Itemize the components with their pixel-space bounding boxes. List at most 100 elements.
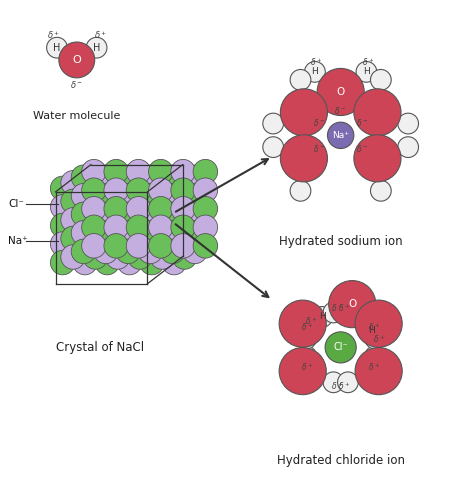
Circle shape	[173, 189, 197, 214]
Circle shape	[126, 159, 151, 184]
Text: Cl⁻: Cl⁻	[333, 342, 348, 352]
Circle shape	[371, 180, 391, 201]
Circle shape	[61, 207, 85, 232]
Circle shape	[116, 184, 140, 208]
Circle shape	[148, 215, 173, 239]
Circle shape	[83, 189, 108, 214]
Circle shape	[82, 234, 106, 258]
Circle shape	[328, 281, 376, 328]
Circle shape	[148, 234, 173, 258]
Circle shape	[171, 234, 195, 258]
Circle shape	[86, 37, 107, 58]
Circle shape	[126, 196, 151, 221]
Circle shape	[105, 245, 130, 269]
Circle shape	[193, 215, 218, 239]
Circle shape	[128, 171, 152, 195]
Text: H: H	[363, 67, 370, 76]
Circle shape	[162, 176, 186, 201]
Circle shape	[126, 215, 151, 239]
Circle shape	[279, 348, 326, 395]
Circle shape	[117, 176, 142, 201]
Circle shape	[354, 89, 401, 136]
Circle shape	[71, 221, 96, 245]
Circle shape	[171, 196, 195, 221]
Circle shape	[193, 196, 218, 221]
Circle shape	[73, 250, 97, 275]
Circle shape	[50, 250, 75, 275]
Circle shape	[182, 184, 207, 208]
Circle shape	[117, 250, 142, 275]
Text: Cl⁻: Cl⁻	[9, 199, 24, 209]
Circle shape	[323, 372, 344, 392]
Circle shape	[182, 239, 207, 264]
Circle shape	[160, 239, 185, 264]
Circle shape	[160, 165, 185, 189]
Text: O: O	[348, 299, 356, 309]
Text: Na⁺: Na⁺	[332, 131, 349, 140]
Circle shape	[61, 245, 85, 269]
Circle shape	[104, 159, 128, 184]
Circle shape	[193, 159, 218, 184]
Circle shape	[173, 226, 197, 250]
Text: $\delta^-$: $\delta^-$	[313, 117, 326, 128]
Circle shape	[105, 207, 130, 232]
Circle shape	[150, 189, 174, 214]
Circle shape	[150, 207, 174, 232]
Text: $\delta^+$: $\delta^+$	[310, 56, 322, 68]
Circle shape	[138, 184, 163, 208]
Text: Crystal of NaCl: Crystal of NaCl	[56, 341, 145, 354]
Circle shape	[398, 137, 419, 157]
Circle shape	[138, 239, 163, 264]
Text: $\delta^+$: $\delta^+$	[368, 321, 380, 333]
Text: $\delta^+$: $\delta^+$	[338, 303, 350, 315]
Circle shape	[139, 176, 164, 201]
Circle shape	[305, 62, 325, 82]
Circle shape	[73, 176, 97, 201]
Circle shape	[355, 300, 402, 347]
Circle shape	[280, 135, 328, 182]
Circle shape	[82, 215, 106, 239]
Text: Water molecule: Water molecule	[33, 111, 120, 121]
Circle shape	[93, 239, 118, 264]
Circle shape	[139, 213, 164, 238]
Text: $\delta^+$: $\delta^+$	[368, 362, 380, 373]
Circle shape	[280, 89, 328, 136]
Circle shape	[263, 137, 283, 157]
Text: $\delta^+$: $\delta^+$	[94, 29, 107, 41]
Circle shape	[182, 202, 207, 227]
Circle shape	[171, 159, 195, 184]
Circle shape	[290, 180, 311, 201]
Circle shape	[148, 159, 173, 184]
Circle shape	[126, 234, 151, 258]
Circle shape	[95, 176, 119, 201]
Circle shape	[312, 306, 333, 327]
Circle shape	[83, 171, 108, 195]
Circle shape	[365, 328, 385, 349]
Circle shape	[105, 189, 130, 214]
Circle shape	[105, 171, 130, 195]
Circle shape	[116, 165, 140, 189]
Circle shape	[50, 195, 75, 219]
Circle shape	[50, 232, 75, 256]
Circle shape	[139, 250, 164, 275]
Text: $\delta^+$: $\delta^+$	[331, 380, 343, 392]
Text: $\delta^+$: $\delta^+$	[301, 362, 313, 373]
Circle shape	[104, 178, 128, 203]
Circle shape	[83, 207, 108, 232]
Circle shape	[116, 239, 140, 264]
Circle shape	[162, 213, 186, 238]
Circle shape	[46, 37, 67, 58]
Circle shape	[83, 245, 108, 269]
Circle shape	[296, 328, 317, 349]
Text: $\delta^+$: $\delta^+$	[301, 321, 313, 333]
Text: H: H	[311, 67, 318, 76]
Circle shape	[95, 250, 119, 275]
Circle shape	[193, 234, 218, 258]
Circle shape	[160, 184, 185, 208]
Circle shape	[337, 302, 358, 323]
Circle shape	[328, 122, 354, 149]
Circle shape	[138, 221, 163, 245]
Text: $\delta^+$: $\delta^+$	[338, 380, 350, 392]
Circle shape	[138, 165, 163, 189]
Circle shape	[182, 221, 207, 245]
